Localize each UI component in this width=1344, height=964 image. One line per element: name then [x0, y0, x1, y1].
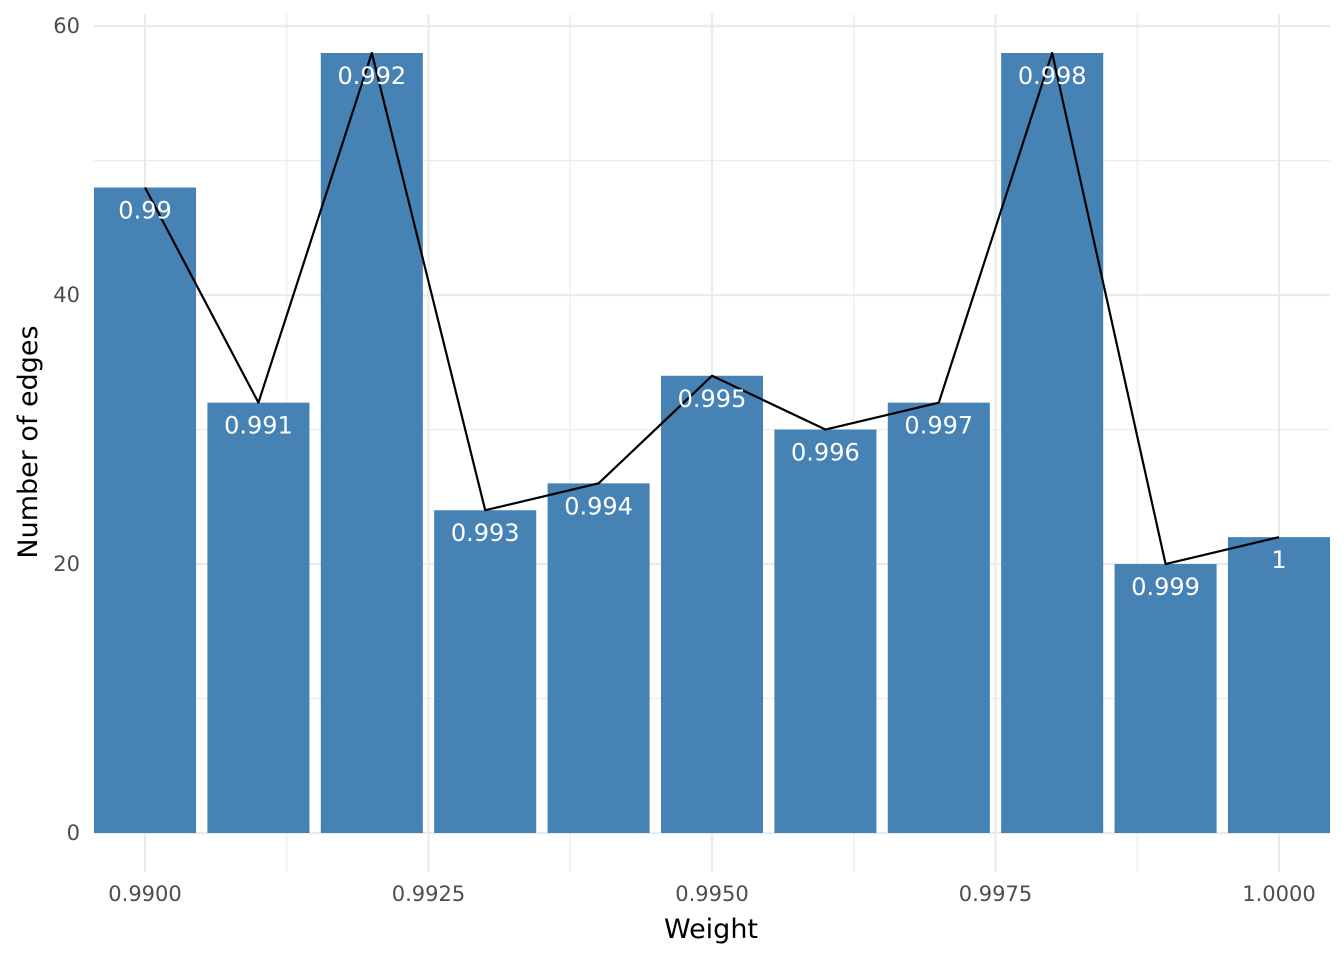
bar [547, 483, 650, 833]
x-axis-title: Weight [664, 914, 758, 945]
y-tick-label: 40 [53, 283, 80, 307]
x-tick-label: 0.9925 [392, 882, 465, 906]
x-axis: 0.9900 0.9925 0.9950 0.9975 1.0000 [108, 882, 1315, 906]
bar [887, 402, 990, 833]
bars [94, 53, 1330, 833]
y-axis-title: Number of edges [13, 325, 44, 558]
bar [774, 429, 877, 833]
bar-label: 1 [1271, 546, 1286, 574]
bar-label: 0.998 [1018, 62, 1087, 90]
bar-label: 0.995 [678, 385, 747, 413]
bar [207, 402, 310, 833]
bar [1114, 564, 1217, 833]
bar-label: 0.996 [791, 439, 860, 467]
x-tick-label: 0.9975 [959, 882, 1032, 906]
bar-label: 0.994 [564, 492, 633, 520]
x-tick-label: 0.9900 [108, 882, 181, 906]
bar-label: 0.991 [224, 412, 293, 440]
y-tick-label: 60 [53, 14, 80, 38]
trend-line [144, 51, 1280, 566]
y-axis: 0 20 40 60 [53, 14, 80, 845]
bar-label: 0.992 [337, 62, 406, 90]
y-tick-label: 20 [53, 552, 80, 576]
bar-labels: 0.99 0.991 0.992 0.993 0.994 0.995 0.996 0.997 0… [118, 62, 1286, 601]
bar [94, 187, 197, 833]
bar [320, 53, 423, 833]
x-tick-label: 1.0000 [1242, 882, 1315, 906]
bar-label: 0.999 [1131, 573, 1200, 601]
y-tick-label: 0 [67, 821, 80, 845]
bar [1001, 53, 1104, 833]
trend-line-group [144, 51, 1280, 566]
bar-label: 0.99 [118, 196, 171, 224]
x-tick-label: 0.9950 [675, 882, 748, 906]
bar-label: 0.997 [904, 412, 973, 440]
bar [434, 510, 537, 833]
bar [660, 375, 764, 833]
bar-label: 0.993 [451, 519, 520, 547]
bar [1227, 537, 1330, 833]
